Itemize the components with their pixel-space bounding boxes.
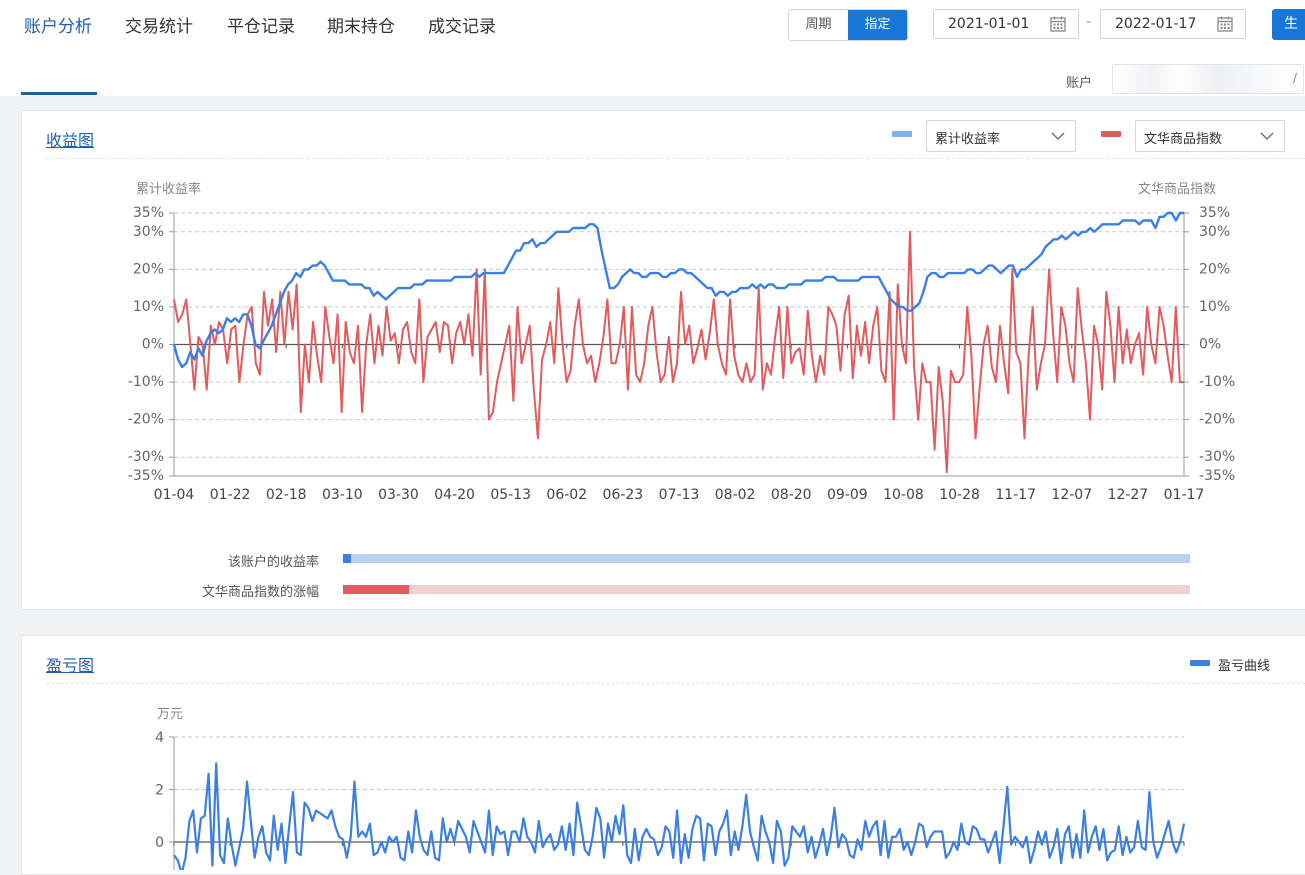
- left-tick-label: -35%: [128, 468, 164, 484]
- left-tick-label: 0%: [142, 337, 164, 353]
- x-tick-label: 04-20: [434, 487, 475, 503]
- left-series-select-value: 累计收益率: [935, 132, 1001, 147]
- series-line-pnl: [173, 762, 1186, 870]
- x-tick-label: 03-30: [378, 487, 419, 503]
- pnl-axis-title: 万元: [157, 707, 184, 722]
- left-tick-label: 10%: [133, 299, 164, 315]
- chevron-down-icon: [1051, 132, 1065, 140]
- tab-fill-records[interactable]: 成交记录: [428, 17, 496, 37]
- compare-bar-label-index: 文华商品指数的涨幅: [201, 585, 319, 600]
- left-tick-label: 35%: [133, 205, 164, 221]
- returns-chart: 35% 35% 30% 30% 20% 20% 10% 10% 0% 0% -10% -10% -20%…: [128, 205, 1235, 503]
- generate-button[interactable]: 生: [1272, 9, 1305, 40]
- x-tick-label: 11-17: [995, 487, 1036, 503]
- tab-end-positions[interactable]: 期末持仓: [327, 17, 395, 37]
- end-date-picker[interactable]: 2022-01-17: [1100, 9, 1246, 39]
- active-tab-indicator: [21, 92, 97, 95]
- tab-trade-stats[interactable]: 交易统计: [125, 17, 193, 37]
- start-date-picker[interactable]: 2021-01-01: [933, 9, 1079, 39]
- y-tick-label: 2: [155, 783, 164, 799]
- right-tick-label: -30%: [1199, 449, 1235, 465]
- compare-bar-label-account: 该账户的收益率: [227, 555, 319, 570]
- left-tick-label: 30%: [133, 224, 164, 240]
- compare-bar-index-fill: [343, 585, 410, 594]
- pnl-card: 盈亏图 盈亏曲线 万元 4 2 0: [21, 635, 1305, 875]
- y-tick-label: 4: [155, 730, 164, 746]
- tab-close-records[interactable]: 平仓记录: [227, 17, 295, 37]
- series-line-commodity-index: [173, 230, 1184, 474]
- right-tick-label: -35%: [1199, 468, 1235, 484]
- legend-swatch-index: [1101, 131, 1121, 137]
- right-tick-label: 20%: [1199, 261, 1230, 277]
- compare-bar-account-fill: [343, 554, 352, 563]
- compare-bar-index: [343, 585, 1190, 594]
- left-tick-label: -20%: [128, 412, 164, 428]
- pnl-legend-label[interactable]: 盈亏曲线: [1218, 659, 1271, 674]
- calendar-icon[interactable]: [1050, 16, 1066, 32]
- x-tick-label: 07-13: [659, 487, 700, 503]
- right-tick-label: 10%: [1199, 299, 1230, 315]
- x-tick-label: 03-10: [322, 487, 363, 503]
- left-tick-label: -30%: [128, 449, 164, 465]
- x-tick-label: 09-09: [827, 487, 868, 503]
- right-tick-label: -10%: [1199, 374, 1235, 390]
- legend-swatch-return: [892, 131, 912, 137]
- right-series-select-value: 文华商品指数: [1144, 132, 1223, 147]
- left-tick-label: -10%: [128, 374, 164, 390]
- right-series-select[interactable]: 文华商品指数: [1135, 120, 1285, 152]
- card-divider: [46, 158, 1305, 159]
- right-axis-title: 文华商品指数: [1138, 182, 1217, 197]
- end-date-value: 2022-01-17: [1115, 16, 1197, 32]
- top-toolbar: 账户分析 交易统计 平仓记录 期末持仓 成交记录 周期 指定 2021-01-0…: [0, 0, 1305, 96]
- y-tick-label: 0: [155, 835, 164, 851]
- tab-account-analysis[interactable]: 账户分析: [24, 17, 92, 37]
- account-select[interactable]: /: [1112, 64, 1304, 94]
- x-tick-label: 01-22: [210, 487, 251, 503]
- right-tick-label: 0%: [1199, 337, 1221, 353]
- left-series-select[interactable]: 累计收益率: [926, 120, 1076, 152]
- start-date-value: 2021-01-01: [948, 16, 1030, 32]
- pnl-card-title[interactable]: 盈亏图: [46, 656, 95, 675]
- x-tick-label: 10-08: [883, 487, 924, 503]
- pnl-chart: 4 2 0: [155, 730, 1186, 870]
- card-divider: [46, 683, 1305, 684]
- x-tick-label: 01-04: [154, 487, 195, 503]
- period-toggle: 周期 指定: [788, 9, 908, 41]
- chevron-down-icon: /: [1292, 71, 1297, 85]
- returns-card-title[interactable]: 收益图: [46, 131, 95, 150]
- right-tick-label: 30%: [1199, 224, 1230, 240]
- x-tick-label: 01-17: [1164, 487, 1205, 503]
- legend-swatch-pnl: [1190, 660, 1210, 666]
- chevron-down-icon: [1260, 132, 1274, 140]
- x-tick-label: 02-18: [266, 487, 307, 503]
- right-tick-label: 35%: [1199, 205, 1230, 221]
- x-tick-label: 12-27: [1108, 487, 1149, 503]
- x-tick-label: 05-13: [490, 487, 531, 503]
- account-label: 账户: [1066, 76, 1093, 91]
- x-tick-label: 12-07: [1051, 487, 1092, 503]
- date-separator: -: [1086, 14, 1092, 30]
- x-tick-label: 08-20: [771, 487, 812, 503]
- returns-card: 收益图 累计收益率 文华商品指数 累计收益率 文华商品指数 35% 35% 30% 3…: [21, 110, 1305, 610]
- left-tick-label: 20%: [133, 261, 164, 277]
- period-option-specified[interactable]: 指定: [848, 10, 907, 40]
- compare-bar-account: [343, 554, 1190, 563]
- right-tick-label: -20%: [1199, 412, 1235, 428]
- x-tick-label: 06-02: [546, 487, 587, 503]
- x-tick-label: 08-02: [715, 487, 756, 503]
- series-line-cumulative-return: [172, 211, 1184, 369]
- period-option-cycle[interactable]: 周期: [789, 10, 848, 40]
- x-tick-label: 06-23: [603, 487, 644, 503]
- x-tick-label: 10-28: [939, 487, 980, 503]
- calendar-icon[interactable]: [1217, 16, 1233, 32]
- left-axis-title: 累计收益率: [136, 182, 202, 197]
